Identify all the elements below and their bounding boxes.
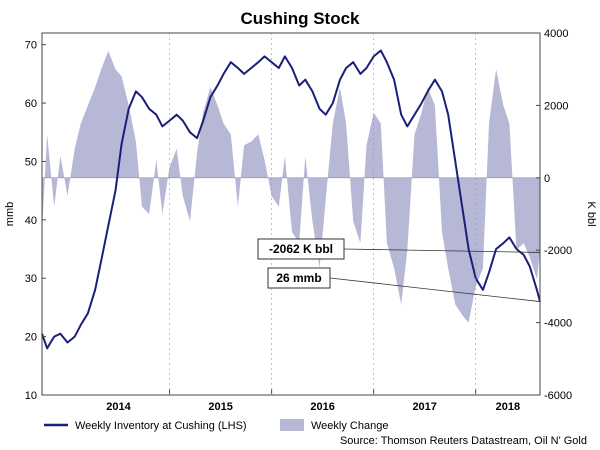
legend-change-label: Weekly Change xyxy=(311,420,388,432)
left-tick-label: 30 xyxy=(25,273,37,285)
source-note: Source: Thomson Reuters Datastream, Oil … xyxy=(340,435,587,447)
left-axis-label: mmb xyxy=(4,202,16,226)
annotation-box xyxy=(257,238,345,260)
annotation-label: -2062 K bbl xyxy=(269,242,333,256)
x-axis-ticks: 2014 2015 2016 2017 2018 xyxy=(106,33,520,413)
legend-inventory-label: Weekly Inventory at Cushing (LHS) xyxy=(75,420,247,432)
right-tick-label: -4000 xyxy=(544,318,572,330)
x-tick-label: 2016 xyxy=(310,401,334,413)
right-tick-label: 2000 xyxy=(544,100,568,112)
inventory-line-layer xyxy=(41,49,541,350)
plot-frame xyxy=(41,32,541,396)
legend-change-swatch xyxy=(280,419,304,431)
left-tick-label: 70 xyxy=(25,40,37,52)
x-tick-label: 2017 xyxy=(412,401,436,413)
right-tick-label: 4000 xyxy=(544,28,568,40)
right-tick-label: 0 xyxy=(544,173,550,185)
left-tick-label: 20 xyxy=(25,332,37,344)
left-axis-ticks: 10 20 30 40 50 60 70 xyxy=(25,40,46,402)
weekly-change-area xyxy=(42,51,540,323)
left-tick-label: 10 xyxy=(25,390,37,402)
legend: Weekly Inventory at Cushing (LHS) Weekly… xyxy=(44,419,388,432)
inventory-line xyxy=(41,49,541,350)
right-tick-label: -6000 xyxy=(544,390,572,402)
right-axis-label: K bbl xyxy=(585,201,597,226)
annotation-leader xyxy=(343,248,541,253)
left-tick-label: 60 xyxy=(25,98,37,110)
x-tick-label: 2015 xyxy=(208,401,232,413)
annotation-box xyxy=(267,267,331,289)
left-tick-label: 40 xyxy=(25,215,37,227)
x-tick-label: 2014 xyxy=(106,401,131,413)
chart-title: Cushing Stock xyxy=(240,9,360,28)
left-tick-label: 50 xyxy=(25,156,37,168)
annotations-layer: -2062 K bbl 26 mmb xyxy=(257,238,541,302)
x-tick-label: 2018 xyxy=(496,401,520,413)
annotation-label: 26 mmb xyxy=(276,271,321,285)
annotation-leader xyxy=(329,277,541,302)
right-axis-ticks: -6000 -4000 -2000 0 2000 4000 xyxy=(536,28,572,402)
right-tick-label: -2000 xyxy=(544,245,572,257)
